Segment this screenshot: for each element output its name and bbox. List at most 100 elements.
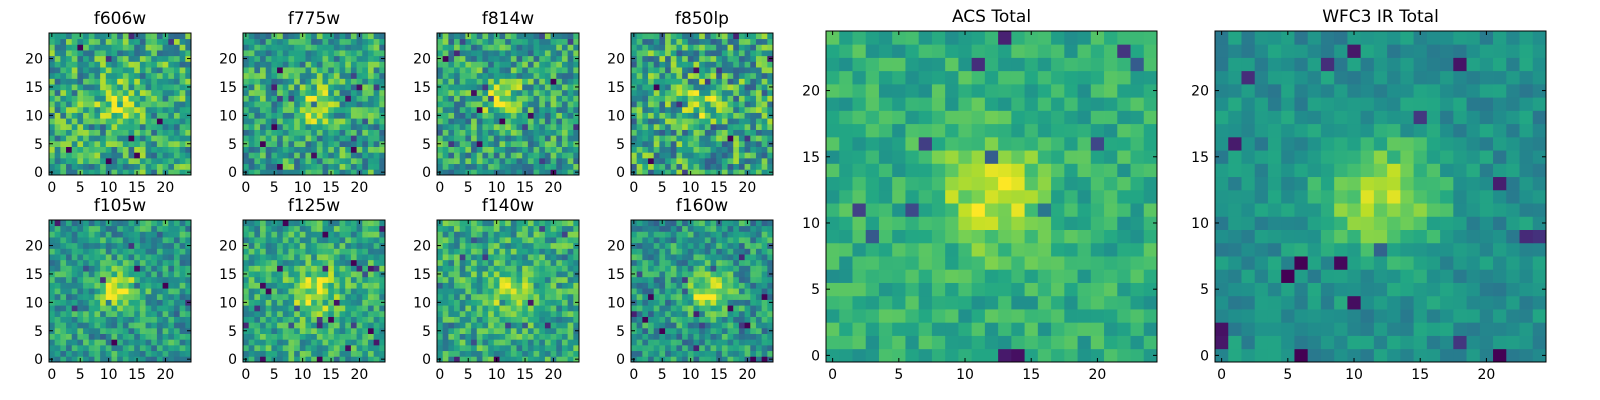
heatmap-cell xyxy=(322,350,329,357)
heatmap-cell xyxy=(350,157,357,165)
heatmap-cell xyxy=(550,322,557,329)
heatmap-cell xyxy=(761,316,768,323)
heatmap-cell xyxy=(111,129,118,136)
heatmap-cell xyxy=(105,61,112,68)
heatmap-cell xyxy=(66,140,73,147)
heatmap-cell xyxy=(539,67,546,74)
heatmap-cell xyxy=(670,135,677,142)
heatmap-cell xyxy=(71,344,78,352)
heatmap-cell xyxy=(162,344,169,352)
heatmap-cell xyxy=(522,163,529,170)
heatmap-cell xyxy=(573,350,580,357)
heatmap-cell xyxy=(522,344,529,352)
heatmap-cell xyxy=(254,106,261,113)
heatmap-cell xyxy=(482,163,489,170)
heatmap-cell xyxy=(539,299,546,306)
heatmap-cell xyxy=(704,282,711,289)
heatmap-cell xyxy=(448,67,455,74)
heatmap-cell xyxy=(459,231,466,238)
heatmap-cell xyxy=(687,101,694,108)
heatmap-cell xyxy=(704,356,711,363)
heatmap-cell xyxy=(567,327,574,334)
heatmap-cell xyxy=(145,327,152,334)
heatmap-cell xyxy=(710,271,717,278)
heatmap-cell xyxy=(100,55,107,62)
heatmap-cell xyxy=(499,44,506,51)
heatmap-cell xyxy=(277,169,284,176)
heatmap-cell xyxy=(448,276,455,283)
heatmap-cell xyxy=(499,157,506,165)
heatmap-cell xyxy=(282,112,289,119)
heatmap-cell xyxy=(156,322,163,329)
heatmap-cell xyxy=(277,350,284,357)
heatmap-cell xyxy=(94,242,101,249)
heatmap-cell xyxy=(653,310,660,317)
heatmap-cell xyxy=(282,288,289,295)
heatmap-cell xyxy=(476,237,483,244)
heatmap-cell xyxy=(567,112,574,119)
heatmap-cell xyxy=(248,288,255,295)
heatmap-cell xyxy=(510,316,517,323)
heatmap-cell xyxy=(653,350,660,357)
heatmap-cell xyxy=(277,259,284,266)
heatmap-cell xyxy=(282,118,289,125)
heatmap-cell xyxy=(721,356,728,363)
heatmap-cell xyxy=(356,61,363,68)
heatmap-cell xyxy=(88,288,95,295)
heatmap-cell xyxy=(539,135,546,142)
heatmap-cell xyxy=(356,327,363,334)
heatmap-cell xyxy=(88,231,95,238)
heatmap-cell xyxy=(173,129,181,136)
heatmap-cell xyxy=(727,282,734,289)
heatmap-cell xyxy=(117,118,124,125)
heatmap-cell xyxy=(260,84,267,91)
heatmap-cell xyxy=(288,344,295,352)
heatmap-cell xyxy=(459,242,466,249)
heatmap-cell xyxy=(356,72,363,79)
heatmap-cell xyxy=(471,44,478,51)
heatmap-cell xyxy=(550,72,557,79)
heatmap-cell xyxy=(750,339,757,346)
heatmap-cell xyxy=(362,276,369,283)
heatmap-cell xyxy=(642,339,649,346)
heatmap-cell xyxy=(544,112,551,119)
heatmap-cell xyxy=(744,276,751,283)
heatmap-cell xyxy=(151,299,158,306)
heatmap-cell xyxy=(173,163,181,170)
heatmap-cell xyxy=(350,344,357,352)
heatmap-cell xyxy=(373,95,380,102)
heatmap-cell xyxy=(516,50,523,57)
heatmap-cell xyxy=(659,95,666,102)
heatmap-cell xyxy=(459,350,466,357)
heatmap-cell xyxy=(105,333,112,340)
heatmap-cell xyxy=(134,322,141,329)
y-tick-label: 20 xyxy=(413,239,431,255)
heatmap-cell xyxy=(362,271,369,278)
heatmap-cell xyxy=(379,101,386,108)
heatmap-cell xyxy=(482,157,489,165)
heatmap-cell xyxy=(288,242,295,249)
heatmap-cell xyxy=(168,44,175,51)
heatmap-cell xyxy=(105,293,112,300)
heatmap-cell xyxy=(488,225,495,232)
heatmap-cell xyxy=(345,44,352,51)
heatmap-cell xyxy=(437,152,444,159)
heatmap-cell xyxy=(260,259,267,266)
heatmap-cell xyxy=(653,123,660,130)
heatmap-cell xyxy=(716,152,723,159)
heatmap-cell xyxy=(527,50,534,57)
heatmap-cell xyxy=(173,135,181,142)
heatmap-cell xyxy=(454,327,461,334)
heatmap-cell xyxy=(465,327,472,334)
heatmap-cell xyxy=(173,259,181,266)
heatmap-cell xyxy=(505,112,512,119)
heatmap-cell xyxy=(77,322,84,329)
heatmap-cell xyxy=(670,356,677,363)
heatmap-cell xyxy=(322,271,329,278)
heatmap-cell xyxy=(271,50,278,57)
heatmap-cell xyxy=(134,38,141,45)
heatmap-cell xyxy=(94,118,101,125)
y-tick-label: 0 xyxy=(34,352,43,368)
heatmap-cell xyxy=(299,84,306,91)
heatmap-cell xyxy=(356,288,363,295)
